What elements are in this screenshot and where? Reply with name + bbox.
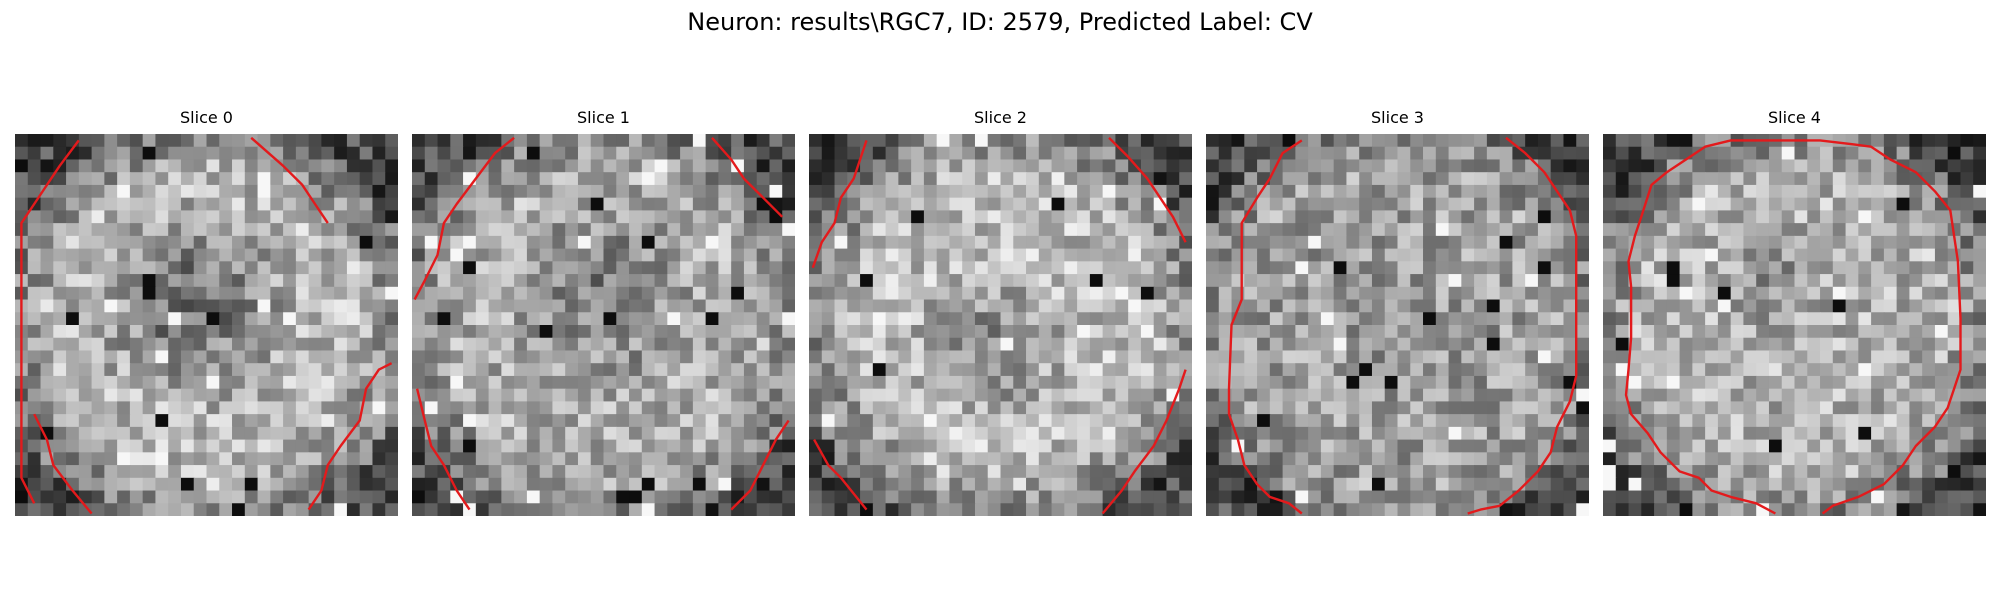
grayscale-pixels [412,134,795,516]
panel-title-slice-1: Slice 1 [577,108,630,127]
slice-image-0 [15,134,398,516]
grayscale-pixels [809,134,1192,516]
grayscale-pixels [15,134,398,516]
contour-line-0 [413,136,515,301]
contour-line-0 [1624,139,1962,515]
contour-line-2 [813,439,868,511]
slice-image-4 [1603,134,1986,516]
contour-line-3 [1101,369,1187,515]
slice-image-2 [809,134,1192,516]
panel-title-slice-0: Slice 0 [180,108,233,127]
contour-line-1 [250,136,329,224]
grayscale-pixels [1206,134,1589,516]
figure-title: Neuron: results\RGC7, ID: 2579, Predicte… [687,8,1313,36]
contour-line-0 [1227,139,1303,440]
contour-line-1 [1467,136,1578,515]
panel-title-slice-2: Slice 2 [974,108,1027,127]
contour-line-2 [415,388,471,511]
panel-title-slice-4: Slice 4 [1768,108,1821,127]
slice-image-3 [1206,134,1589,516]
contour-line-2 [307,362,393,511]
contour-line-0 [811,140,868,269]
contour-line-3 [33,413,93,515]
contour-line-2 [1236,439,1303,515]
slice-image-1 [412,134,795,516]
panel-title-slice-3: Slice 3 [1371,108,1424,127]
contour-line-3 [730,419,790,511]
contour-line-1 [1108,136,1187,243]
contour-line-0 [20,139,80,504]
contour-line-1 [711,137,784,218]
grayscale-pixels [1603,134,1986,516]
